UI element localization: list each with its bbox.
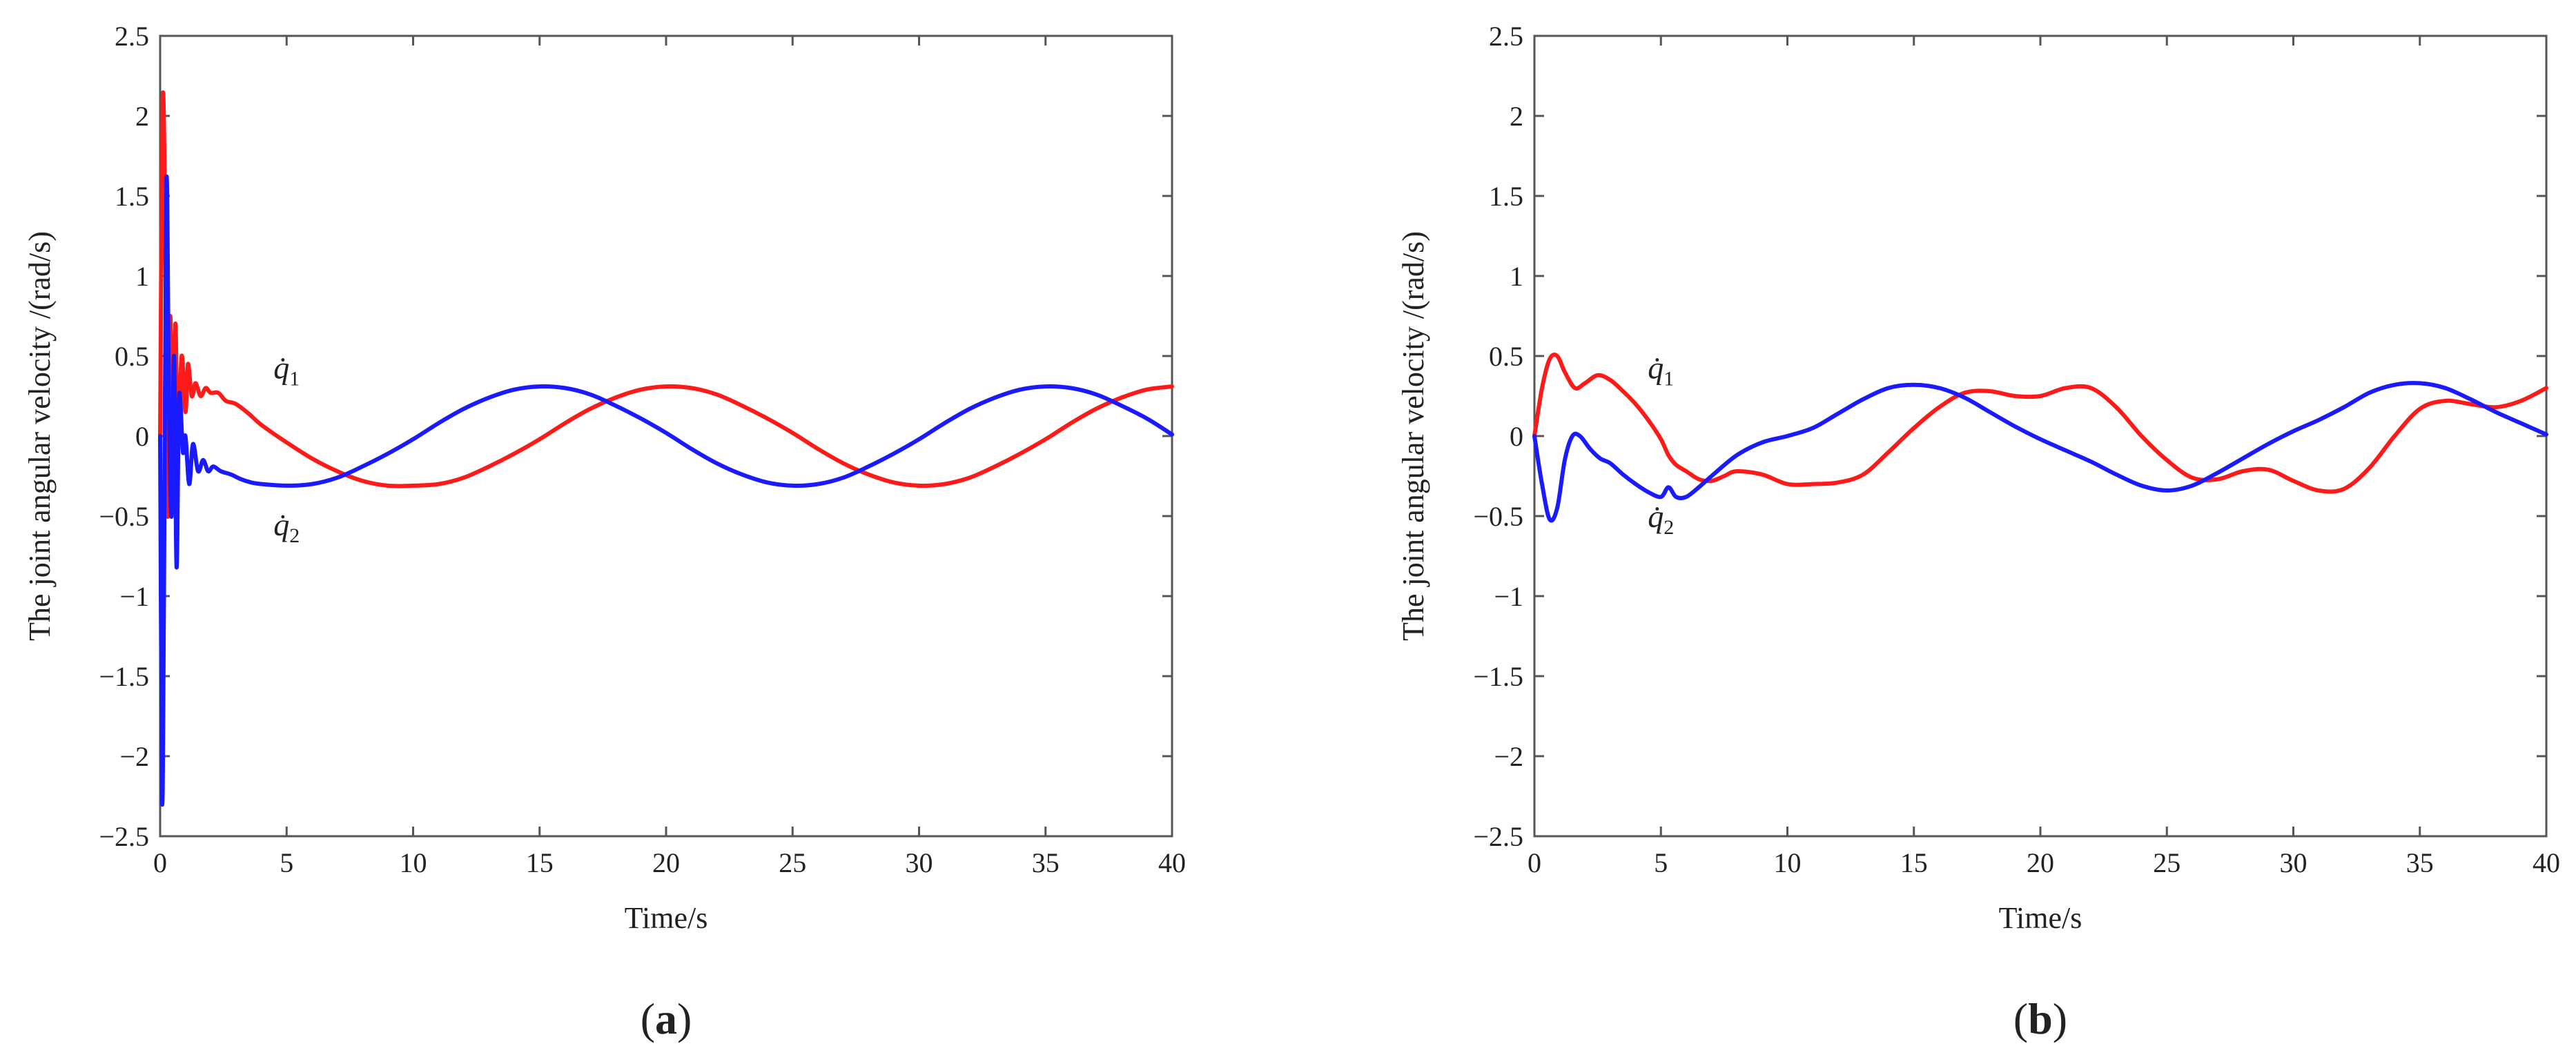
panel-a-y-tick-label: −1.5 [99, 661, 149, 692]
panel-b-y-tick-label: 0 [1510, 421, 1523, 452]
panel-b-y-tick-label: 2.5 [1489, 21, 1523, 52]
panel-b-x-tick-label: 40 [2533, 847, 2560, 878]
panel-b-x-ticks: 0 5 10 15 20 25 30 35 40 [1528, 36, 2560, 878]
panel-a-x-tick-label: 35 [1032, 847, 1060, 878]
panel-a-series [158, 90, 1174, 807]
panel-a-series-q2-line [158, 175, 1174, 807]
panel-b-y-tick-label: −2 [1494, 741, 1523, 772]
panel-b-y-tick-label: 1.5 [1489, 181, 1523, 212]
panel-a-y-tick-label: 2 [135, 101, 149, 132]
panel-a-chart: 2.5 2 1.5 1 0.5 0 −0.5 −1 −1.5 −2 −2.5 0 5 10 15 20 25 3… [23, 21, 1186, 1043]
panel-b-x-tick-label: 25 [2153, 847, 2180, 878]
panel-a-x-tick-label: 5 [280, 847, 293, 878]
panel-b-caption-letter: b [2028, 994, 2053, 1043]
panel-a-caption: (a) [641, 994, 692, 1043]
panel-a-series-q1-line [158, 90, 1174, 519]
panel-b-series [1532, 353, 2548, 523]
panel-a-y-axis-title: The joint angular velocity /(rad/s) [23, 231, 57, 641]
panel-a-x-tick-label: 30 [906, 847, 933, 878]
panel-b-chart: 2.5 2 1.5 1 0.5 0 −0.5 −1 −1.5 −2 −2.5 0 5 10 15 20 25 3… [1396, 21, 2560, 1043]
panel-a-caption-letter: a [655, 994, 677, 1043]
panel-a-y-tick-label: −0.5 [99, 501, 149, 532]
panel-b-y-axis-title: The joint angular velocity /(rad/s) [1396, 231, 1430, 641]
panel-b-y-tick-label: 1 [1510, 261, 1523, 292]
panel-a-y-tick-label: −1 [119, 581, 149, 612]
panel-a-y-tick-label: 1 [135, 261, 149, 292]
panel-b-x-tick-label: 15 [1900, 847, 1928, 878]
panel-a-y-tick-label: 1.5 [115, 181, 149, 212]
panel-b-y-tick-label: 2 [1510, 101, 1523, 132]
panel-a-y-tick-label: 0.5 [115, 341, 149, 372]
panel-a-annotations: q̇1 q̇2 [273, 350, 300, 546]
panel-b-label-q2: q̇2 [1648, 499, 1674, 539]
panel-b-caption: (b) [2013, 994, 2067, 1043]
panel-a-x-tick-label: 10 [400, 847, 427, 878]
panel-b-y-ticks: 2.5 2 1.5 1 0.5 0 −0.5 −1 −1.5 −2 −2.5 [1473, 21, 2546, 852]
panel-b-annotations: q̇1 q̇2 [1648, 350, 1674, 539]
panel-b-x-axis-title: Time/s [1999, 901, 2082, 935]
panel-b-x-tick-label: 10 [1774, 847, 1802, 878]
panel-b-y-tick-label: −1.5 [1473, 661, 1523, 692]
panel-b-x-tick-label: 0 [1528, 847, 1541, 878]
panel-b-series-q2-line [1532, 381, 2548, 523]
panel-a-label-q1: q̇1 [273, 350, 300, 390]
panel-b-x-tick-label: 5 [1654, 847, 1668, 878]
panel-a-y-ticks: 2.5 2 1.5 1 0.5 0 −0.5 −1 −1.5 −2 −2.5 [99, 21, 1172, 852]
panel-a-y-tick-label: −2 [119, 741, 149, 772]
panel-b-label-q1: q̇1 [1648, 350, 1674, 390]
panel-a-x-tick-label: 15 [526, 847, 554, 878]
panel-b-x-tick-label: 30 [2280, 847, 2307, 878]
panel-a-x-tick-label: 25 [779, 847, 806, 878]
panel-b-y-tick-label: 0.5 [1489, 341, 1523, 372]
panel-a-x-tick-label: 20 [652, 847, 680, 878]
panel-b-y-tick-label: −1 [1494, 581, 1523, 612]
panel-a-y-tick-label: 0 [135, 421, 149, 452]
panel-a-x-ticks: 0 5 10 15 20 25 30 35 40 [153, 36, 1186, 878]
panel-b-x-tick-label: 20 [2027, 847, 2054, 878]
panel-b-y-tick-label: −0.5 [1473, 501, 1523, 532]
panel-a-y-tick-label: −2.5 [99, 821, 149, 852]
panel-b-y-tick-label: −2.5 [1473, 821, 1523, 852]
panel-a-label-q2: q̇2 [273, 507, 300, 547]
panel-a-x-axis-title: Time/s [625, 901, 708, 935]
panel-a-plot-frame [159, 34, 1173, 838]
panel-b-x-tick-label: 35 [2406, 847, 2434, 878]
panel-a-y-tick-label: 2.5 [115, 21, 149, 52]
panel-a-x-tick-label: 40 [1158, 847, 1186, 878]
panel-b-series-q1-line [1532, 353, 2548, 494]
panel-a-x-tick-label: 0 [153, 847, 167, 878]
